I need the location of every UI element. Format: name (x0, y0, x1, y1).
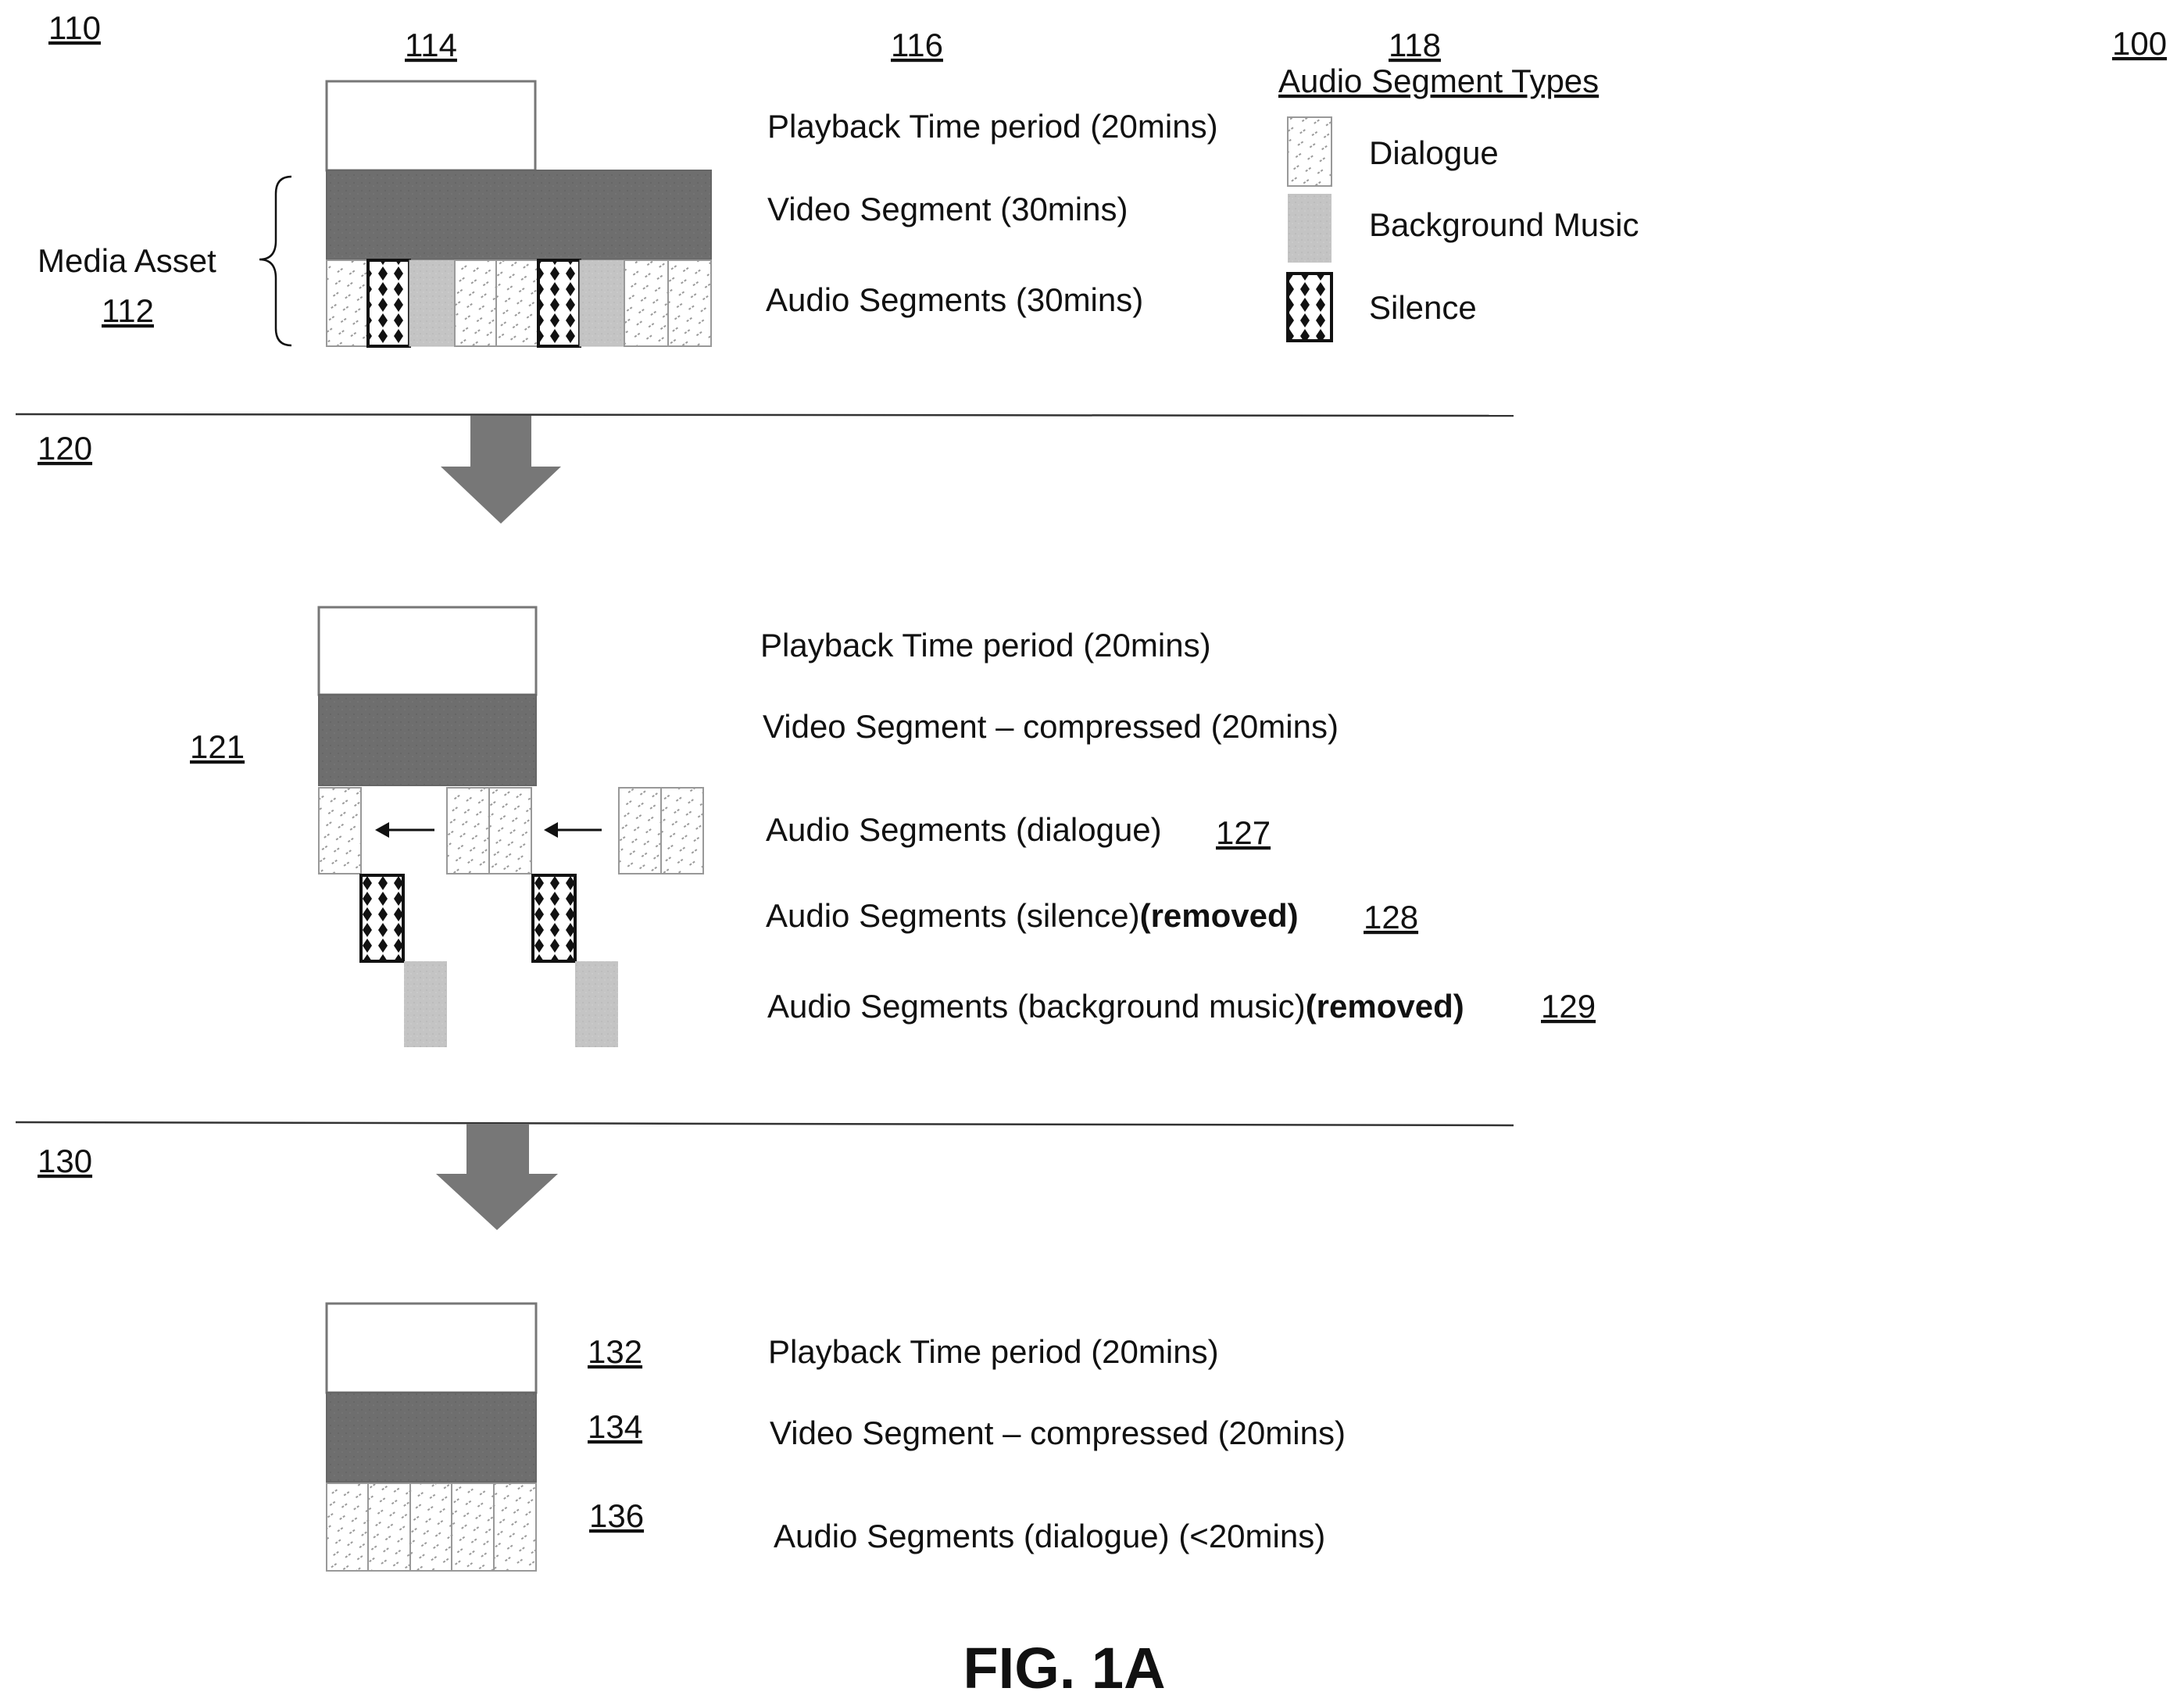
video-segment-compressed-bar (327, 1393, 536, 1482)
ref-136: 136 (589, 1497, 644, 1534)
removed-silence-block (533, 875, 575, 961)
audio-dialogue-block (494, 1483, 536, 1571)
legend-silence-label: Silence (1369, 289, 1477, 326)
ref-100: 100 (2112, 25, 2167, 62)
divider-line (16, 414, 1514, 416)
audio-dialogue-block (327, 1483, 368, 1571)
legend-dialogue-label: Dialogue (1369, 134, 1499, 171)
legend-title: Audio Segment Types (1278, 63, 1599, 99)
audio-dialogue-block (327, 260, 368, 346)
video-compressed-label: Video Segment – compressed (20mins) (770, 1415, 1346, 1451)
playback-period-box (327, 1304, 536, 1393)
removed-silence-block (361, 875, 403, 961)
dialogue-swatch (1288, 117, 1331, 186)
audio-dialogue-block (319, 788, 361, 874)
ref-130: 130 (38, 1143, 92, 1179)
ref-112: 112 (102, 292, 154, 329)
video-compressed-label: Video Segment – compressed (20mins) (763, 708, 1339, 745)
ref-118: 118 (1389, 27, 1441, 63)
audio-dialogue-block (410, 1483, 452, 1571)
playback-label: Playback Time period (20mins) (768, 1333, 1219, 1370)
shift-arrow-head (544, 822, 558, 838)
ref-121: 121 (190, 728, 245, 765)
legend-background-music-label: Background Music (1369, 206, 1639, 243)
ref-128: 128 (1364, 899, 1418, 935)
ref-134: 134 (588, 1408, 642, 1445)
playback-label: Playback Time period (20mins) (760, 627, 1211, 663)
audio-dialogue-block (452, 1483, 494, 1571)
media-asset-label: Media Asset (38, 242, 216, 279)
ref-116: 116 (891, 27, 943, 63)
audio-dialogue-block (619, 788, 661, 874)
video-label: Video Segment (30mins) (767, 191, 1128, 227)
audio-dialogue-block (624, 260, 668, 346)
audio-dialogue-label: Audio Segments (dialogue) (<20mins) (774, 1518, 1325, 1554)
audio-dialogue-block (455, 260, 496, 346)
audio-dialogue-label: Audio Segments (dialogue) (766, 811, 1162, 848)
playback-period-box (319, 607, 536, 695)
playback-period-box (327, 81, 535, 170)
audio-silence-block (368, 260, 409, 346)
video-segment-compressed-bar (319, 695, 536, 785)
down-arrow (436, 1124, 558, 1230)
audio-music-block (409, 260, 455, 346)
audio-dialogue-block (496, 260, 538, 346)
audio-background-music-label: Audio Segments (background music)(remove… (767, 988, 1464, 1025)
divider-line (16, 1122, 1514, 1125)
shift-arrow-head (375, 822, 389, 838)
ref-132: 132 (588, 1333, 642, 1370)
down-arrow (441, 416, 561, 524)
playback-label: Playback Time period (20mins) (767, 108, 1218, 145)
audio-dialogue-block (668, 260, 711, 346)
figure-label: FIG. 1A (963, 1636, 1165, 1701)
legend: Audio Segment Types Dialogue Background … (1278, 63, 1639, 341)
section-3-result: 132 134 136 Playback Time period (20mins… (327, 1304, 1346, 1571)
ref-114: 114 (405, 27, 457, 63)
audio-dialogue-block (489, 788, 531, 874)
ref-120: 120 (38, 430, 92, 467)
background-music-swatch (1288, 194, 1331, 263)
removed-music-block (575, 961, 618, 1047)
audio-music-block (580, 260, 624, 346)
section-1-media-asset: Media Asset 112 Playback Time period (20… (38, 81, 1218, 346)
removed-music-block (404, 961, 447, 1047)
section-2-compression: 121 Playback Time period (20mins) Video … (190, 607, 1596, 1047)
silence-swatch (1288, 274, 1331, 341)
video-segment-bar (327, 170, 711, 259)
audio-dialogue-block (661, 788, 703, 874)
audio-silence-label: Audio Segments (silence)(removed) (766, 897, 1299, 934)
ref-127: 127 (1216, 814, 1271, 851)
audio-dialogue-block (447, 788, 489, 874)
audio-label: Audio Segments (30mins) (766, 281, 1143, 318)
media-asset-brace (259, 177, 291, 345)
ref-129: 129 (1541, 988, 1596, 1025)
audio-dialogue-block (368, 1483, 410, 1571)
ref-110: 110 (48, 9, 101, 46)
audio-silence-block (538, 260, 580, 346)
